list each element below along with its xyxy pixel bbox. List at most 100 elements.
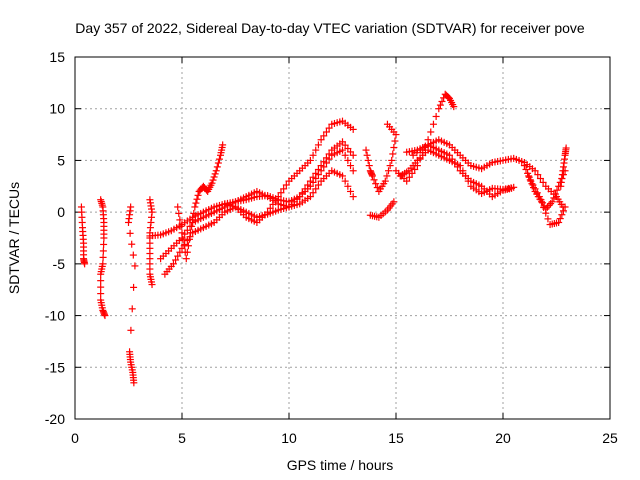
data-point-marker [128, 305, 136, 313]
x-tick-label: 15 [388, 430, 404, 446]
data-point-marker [306, 156, 314, 164]
data-point-marker [208, 179, 216, 187]
data-point-marker [368, 172, 376, 180]
data-point-marker [349, 167, 357, 175]
data-point-marker [536, 175, 544, 183]
data-point-marker [420, 144, 428, 151]
data-point-marker [312, 169, 320, 177]
data-point-marker [100, 234, 108, 242]
data-point-marker [320, 158, 328, 166]
data-point-marker [525, 172, 533, 180]
data-point-marker [389, 150, 397, 158]
data-point-marker [274, 193, 282, 201]
data-point-marker [551, 190, 559, 198]
data-point-marker [562, 144, 570, 152]
data-point-marker [555, 218, 563, 226]
data-point-marker [370, 176, 378, 184]
data-point-marker [194, 191, 202, 199]
y-tick-label: 10 [49, 101, 65, 117]
data-point-marker [312, 146, 320, 154]
data-point-marker [450, 103, 458, 111]
data-point-marker [190, 209, 198, 217]
data-point-marker [298, 189, 306, 197]
data-point-marker [403, 177, 411, 185]
data-point-marker [127, 326, 135, 334]
series-s17 [525, 172, 569, 229]
data-point-marker [347, 187, 355, 195]
data-point-marker [219, 141, 227, 149]
data-point-marker [520, 162, 528, 170]
data-point-marker [175, 209, 183, 217]
data-point-marker [325, 150, 333, 158]
data-point-marker [344, 182, 352, 190]
data-point-marker [306, 193, 314, 201]
x-tick-label: 0 [71, 430, 79, 446]
data-point-marker [556, 215, 564, 223]
data-point-marker [215, 155, 223, 163]
data-point-marker [309, 173, 317, 181]
data-point-marker [148, 281, 156, 289]
data-point-marker [188, 222, 196, 230]
y-tick-label: 15 [49, 49, 65, 65]
data-point-marker [372, 180, 380, 188]
data-point-marker [101, 312, 109, 320]
data-point-marker [522, 165, 530, 173]
data-point-marker [309, 189, 317, 197]
x-ticks: 0 5 10 15 20 25 [71, 57, 618, 446]
data-point-marker [314, 141, 322, 149]
data-point-marker [169, 260, 177, 268]
data-point-marker [550, 194, 558, 202]
data-point-marker [362, 146, 370, 154]
data-point-marker [542, 209, 550, 217]
data-point-marker [405, 173, 413, 181]
data-point-marker [540, 203, 548, 211]
data-point-marker [547, 200, 555, 208]
data-point-marker [341, 177, 349, 185]
data-points [77, 90, 570, 387]
data-point-marker [349, 151, 357, 159]
data-point-marker [548, 198, 556, 206]
data-point-marker [192, 199, 200, 207]
data-point-marker [213, 163, 221, 171]
data-point-marker [451, 159, 459, 167]
data-point-marker [179, 235, 187, 243]
chart-title: Day 357 of 2022, Sidereal Day-to-day VTE… [75, 20, 585, 36]
data-point-marker [185, 235, 193, 243]
data-point-marker [306, 177, 314, 185]
data-point-marker [130, 379, 138, 387]
data-point-marker [417, 146, 425, 154]
data-point-marker [438, 97, 446, 105]
data-point-marker [81, 260, 89, 268]
data-point-marker [304, 181, 312, 189]
data-point-marker [272, 197, 280, 205]
data-point-marker [349, 125, 357, 133]
data-point-marker [183, 248, 191, 256]
data-point-marker [448, 155, 456, 163]
data-point-marker [182, 255, 190, 263]
data-point-marker [312, 185, 320, 193]
data-point-marker [99, 247, 107, 255]
data-point-marker [184, 242, 192, 250]
series-s2 [97, 196, 109, 320]
data-point-marker [349, 193, 357, 201]
data-point-marker [413, 149, 421, 157]
x-tick-label: 10 [281, 430, 297, 446]
data-point-marker [97, 283, 105, 291]
series-s1 [77, 203, 89, 268]
data-point-marker [344, 156, 352, 164]
y-tick-label: -10 [45, 308, 65, 324]
data-point-marker [193, 195, 201, 203]
data-point-marker [373, 184, 381, 192]
y-tick-label: -15 [45, 359, 65, 375]
data-point-marker [429, 120, 437, 128]
data-point-marker [317, 162, 325, 170]
data-point-marker [125, 218, 132, 226]
data-point-marker [178, 229, 186, 237]
data-point-marker [269, 200, 277, 208]
data-point-marker [435, 105, 443, 113]
data-point-marker [210, 173, 218, 181]
data-point-marker [301, 185, 309, 193]
y-tick-label: -5 [53, 256, 66, 272]
x-axis-label: GPS time / hours [287, 457, 394, 473]
data-point-marker [172, 256, 180, 264]
